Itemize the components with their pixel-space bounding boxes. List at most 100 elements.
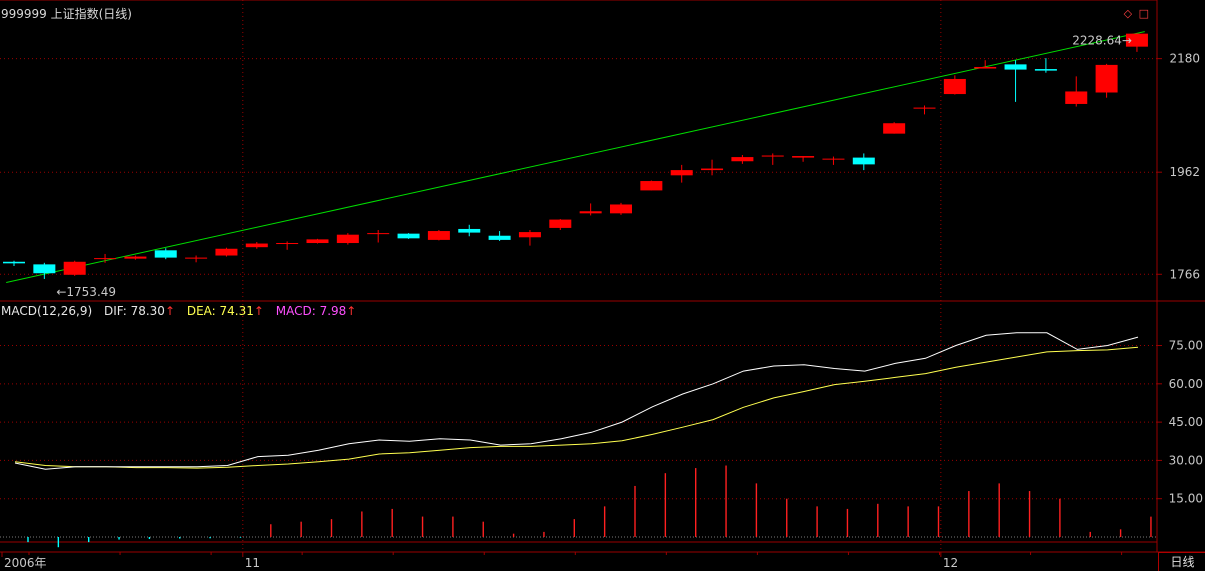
candle-body xyxy=(518,232,541,238)
dea-value: DEA: 74.31↑ xyxy=(186,304,264,318)
grid xyxy=(0,0,1205,557)
candle-body xyxy=(670,170,693,176)
candle-body xyxy=(761,155,784,157)
candle-body xyxy=(458,228,481,233)
candle xyxy=(215,247,238,257)
candle-body xyxy=(1125,33,1148,47)
candle xyxy=(367,230,390,243)
candle-body xyxy=(336,234,359,244)
candle xyxy=(1095,63,1118,98)
candle xyxy=(701,159,724,176)
candle-body xyxy=(215,248,238,256)
period-button[interactable]: 日线 xyxy=(1158,552,1205,571)
candle xyxy=(397,233,420,239)
maximize-icon[interactable]: □ xyxy=(1138,7,1149,20)
candle-body xyxy=(306,239,329,244)
candle-body xyxy=(1065,91,1088,104)
candle xyxy=(124,255,147,260)
macd-tick-label: 60.00 xyxy=(1169,377,1203,391)
candle-body xyxy=(427,231,450,240)
candle xyxy=(245,241,268,249)
candle-body xyxy=(792,156,815,158)
candle xyxy=(731,155,754,164)
candle-body xyxy=(3,261,25,264)
candle-body xyxy=(94,258,117,260)
candle xyxy=(883,122,906,134)
macd-up-arrow-icon: ↑ xyxy=(346,304,357,318)
date-tick-label: 2006年 xyxy=(4,556,47,570)
trend-line xyxy=(6,31,1145,283)
candle xyxy=(33,262,56,279)
candle-body xyxy=(943,78,966,95)
candle xyxy=(3,260,25,266)
date-tick-label: 12 xyxy=(943,556,958,570)
candle-body xyxy=(1004,64,1027,70)
candle xyxy=(518,230,541,246)
candle xyxy=(852,153,875,171)
candle-body xyxy=(154,250,177,258)
candle xyxy=(610,202,632,215)
candle-body xyxy=(640,181,663,191)
trend-line-layer xyxy=(6,31,1145,283)
price-tick-label: 1766 xyxy=(1169,267,1200,281)
candle xyxy=(458,224,481,237)
candle-body xyxy=(852,157,875,165)
macd-bars-layer xyxy=(0,465,1157,548)
candle xyxy=(488,231,511,241)
low-annotation: ←1753.49 xyxy=(56,285,116,299)
candle xyxy=(943,75,966,95)
candle-body xyxy=(731,157,754,162)
candle-body xyxy=(822,158,845,160)
candle-body xyxy=(610,204,632,214)
candle xyxy=(974,60,997,69)
candles-layer xyxy=(3,33,1148,279)
diamond-icon[interactable]: ◇ xyxy=(1123,7,1133,20)
candle xyxy=(913,105,936,115)
candle xyxy=(670,164,693,183)
axis-labels-layer: 1766 1962 2180 15.00 30.00 45.00 60.00 75.00 200… xyxy=(4,33,1203,570)
high-annotation: 2228.64→ xyxy=(1072,33,1132,47)
window-icons: ◇ □ xyxy=(1121,7,1149,20)
candle xyxy=(761,153,784,165)
candle xyxy=(185,255,208,263)
candle xyxy=(94,253,117,263)
candle-body xyxy=(397,233,420,239)
candle-body xyxy=(1095,64,1118,93)
candle xyxy=(640,180,663,191)
candle-body xyxy=(63,261,86,275)
date-tick-label: 11 xyxy=(245,556,260,570)
candle-body xyxy=(883,123,906,134)
candle-body xyxy=(701,168,724,171)
candle-body xyxy=(1034,69,1057,71)
macd-tick-label: 30.00 xyxy=(1169,453,1203,467)
candle xyxy=(1034,58,1057,73)
candle-body xyxy=(549,219,572,228)
dif-up-arrow-icon: ↑ xyxy=(164,304,175,318)
candle-body xyxy=(33,264,56,274)
macd-lines-layer xyxy=(14,332,1139,470)
candle xyxy=(336,233,359,245)
price-tick-label: 2180 xyxy=(1169,52,1200,66)
candle xyxy=(276,241,299,250)
dea-line xyxy=(14,346,1139,469)
dif-line xyxy=(14,332,1139,470)
dif-value: DIF: 78.30↑ xyxy=(103,304,175,318)
chart-title: 999999 上证指数(日线) xyxy=(1,7,132,21)
candle-body xyxy=(185,257,208,259)
candle xyxy=(792,156,815,162)
candle xyxy=(549,219,572,230)
candle xyxy=(822,156,845,165)
macd-tick-label: 15.00 xyxy=(1169,492,1203,506)
macd-tick-label: 45.00 xyxy=(1169,415,1203,429)
candle-body xyxy=(913,107,936,109)
candle-body xyxy=(974,66,997,69)
dea-up-arrow-icon: ↑ xyxy=(253,304,264,318)
macd-header: MACD(12,26,9) DIF: 78.30↑ DEA: 74.31↑ MA… xyxy=(1,304,364,318)
price-tick-label: 1962 xyxy=(1169,165,1200,179)
candle xyxy=(579,203,602,216)
candle-body xyxy=(367,233,390,235)
candle xyxy=(1065,76,1088,107)
candle-body xyxy=(488,235,511,240)
candle xyxy=(1004,60,1027,102)
